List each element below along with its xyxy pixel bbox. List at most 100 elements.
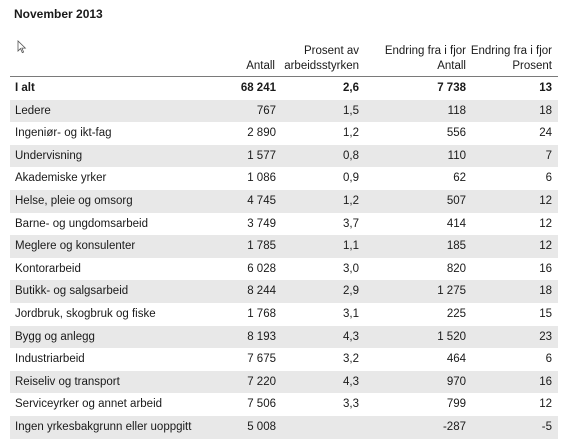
cell-prosent: 3,7: [343, 217, 359, 230]
table-row: Akademiske yrker 1 086 0,9 62 6: [10, 167, 558, 190]
header-endring-prosent-line1: Endring fra i fjor: [470, 45, 552, 57]
row-label: Undervisning: [15, 149, 83, 162]
cell-prosent: 3,1: [343, 307, 359, 320]
row-label: Ingeniør- og ikt-fag: [15, 127, 112, 140]
cell-endring-prosent: 12: [539, 240, 552, 253]
cell-endring-antall: 820: [446, 262, 466, 275]
cell-antall: 68 241: [240, 82, 276, 94]
cell-prosent: 4,3: [343, 330, 359, 343]
cell-endring-prosent: 7: [545, 149, 552, 162]
table-row: Ledere 767 1,5 118 18: [10, 99, 558, 123]
table-row: Meglere og konsulenter 1 785 1,1 185 12: [10, 235, 558, 258]
row-label: I alt: [15, 82, 35, 94]
cell-endring-prosent: 6: [545, 353, 552, 366]
header-divider: [10, 76, 558, 77]
cell-antall: 8 193: [247, 330, 276, 343]
header-prosent-line1: Prosent av: [304, 45, 359, 57]
header-endring-prosent-line2: Prosent: [512, 60, 552, 72]
cell-endring-antall: 110: [447, 149, 466, 162]
cell-antall: 3 749: [247, 217, 276, 230]
cell-endring-antall: 7 738: [437, 82, 466, 94]
cell-endring-antall: 62: [453, 172, 466, 185]
cell-prosent: 1,5: [343, 104, 359, 117]
cell-endring-antall: 970: [446, 375, 466, 388]
cell-antall: 7 220: [247, 375, 276, 388]
row-label: Reiseliv og transport: [15, 375, 120, 388]
cell-endring-prosent: -5: [541, 420, 552, 433]
cell-endring-prosent: 24: [539, 127, 552, 140]
cell-prosent: 2,9: [343, 285, 359, 298]
cell-endring-antall: 185: [446, 240, 466, 253]
row-label: Serviceyrker og annet arbeid: [15, 398, 163, 411]
cell-prosent: 3,0: [343, 262, 359, 275]
cell-endring-prosent: 23: [539, 330, 552, 343]
table-row: Ingeniør- og ikt-fag 2 890 1,2 556 24: [10, 122, 558, 145]
table-row: Barne- og ungdomsarbeid 3 749 3,7 414 12: [10, 213, 558, 236]
cell-endring-prosent: 18: [539, 285, 552, 298]
cell-antall: 5 008: [247, 420, 276, 433]
column-headers: Antall Prosent av arbeidsstyrken Endring…: [0, 44, 563, 74]
row-label: Butikk- og salgsarbeid: [15, 285, 129, 298]
cell-antall: 7 675: [247, 353, 276, 366]
header-prosent-line2: arbeidsstyrken: [284, 60, 359, 72]
cell-endring-antall: -287: [442, 420, 466, 433]
cell-endring-antall: 1 520: [437, 330, 466, 343]
table-row: Undervisning 1 577 0,8 110 7: [10, 144, 558, 168]
cell-endring-antall: 1 275: [437, 285, 466, 298]
cell-antall: 6 028: [247, 262, 276, 275]
table-row: Serviceyrker og annet arbeid 7 506 3,3 7…: [10, 393, 558, 416]
table-row: Butikk- og salgsarbeid 8 244 2,9 1 275 1…: [10, 280, 558, 303]
table-row: Bygg og anlegg 8 193 4,3 1 520 23: [10, 325, 558, 349]
row-label: Kontorarbeid: [15, 262, 81, 275]
header-endring-antall-line1: Endring fra i fjor: [384, 45, 466, 57]
cell-endring-antall: 799: [446, 398, 466, 411]
cell-prosent: 2,6: [343, 82, 359, 94]
cell-endring-prosent: 13: [539, 82, 552, 94]
table-row-total: I alt 68 241 2,6 7 738 13: [10, 77, 558, 100]
cell-endring-antall: 464: [446, 353, 466, 366]
row-label: Industriarbeid: [15, 353, 85, 366]
table-row: Industriarbeid 7 675 3,2 464 6: [10, 348, 558, 371]
cell-antall: 1 785: [247, 240, 276, 253]
table-row: Jordbruk, skogbruk og fiske 1 768 3,1 22…: [10, 303, 558, 326]
cell-endring-antall: 507: [446, 194, 466, 207]
cell-antall: 7 506: [247, 398, 276, 411]
cell-antall: 4 745: [247, 194, 276, 207]
cell-prosent: 3,3: [343, 398, 359, 411]
cell-endring-prosent: 12: [539, 194, 552, 207]
table-title: November 2013: [14, 7, 103, 21]
cell-endring-prosent: 16: [539, 375, 552, 388]
row-label: Akademiske yrker: [15, 172, 107, 185]
cell-antall: 1 768: [247, 307, 276, 320]
header-prosent: Prosent av arbeidsstyrken: [284, 44, 359, 74]
cell-antall: 1 086: [247, 172, 276, 185]
row-label: Ingen yrkesbakgrunn eller uoppgitt: [15, 420, 192, 433]
cell-endring-prosent: 12: [539, 398, 552, 411]
row-label: Helse, pleie og omsorg: [15, 194, 133, 207]
cell-endring-prosent: 16: [539, 262, 552, 275]
cell-endring-prosent: 18: [539, 104, 552, 117]
cell-antall: 2 890: [247, 127, 276, 140]
header-endring-antall-line2: Antall: [437, 60, 466, 72]
cell-prosent: 0,8: [343, 149, 359, 162]
cell-endring-prosent: 15: [539, 307, 552, 320]
cell-prosent: 0,9: [343, 172, 359, 185]
cell-prosent: 1,1: [343, 240, 359, 253]
cell-antall: 8 244: [247, 285, 276, 298]
cell-endring-prosent: 12: [539, 217, 552, 230]
header-antall: Antall: [246, 60, 275, 72]
header-endring-antall: Endring fra i fjor Antall: [385, 44, 466, 74]
row-label: Bygg og anlegg: [15, 330, 95, 343]
cell-antall: 767: [256, 104, 276, 117]
cell-prosent: 3,2: [343, 353, 359, 366]
cell-endring-antall: 225: [446, 307, 466, 320]
table-body: I alt 68 241 2,6 7 738 13 Ledere 767 1,5…: [10, 77, 558, 439]
table-row: Ingen yrkesbakgrunn eller uoppgitt 5 008…: [10, 415, 558, 439]
cell-prosent: 4,3: [343, 375, 359, 388]
cell-prosent: 1,2: [343, 127, 359, 140]
table-row: Helse, pleie og omsorg 4 745 1,2 507 12: [10, 189, 558, 213]
row-label: Ledere: [15, 104, 51, 117]
row-label: Jordbruk, skogbruk og fiske: [15, 307, 156, 320]
cell-endring-antall: 118: [447, 104, 466, 117]
mouse-pointer-icon: [17, 40, 27, 54]
